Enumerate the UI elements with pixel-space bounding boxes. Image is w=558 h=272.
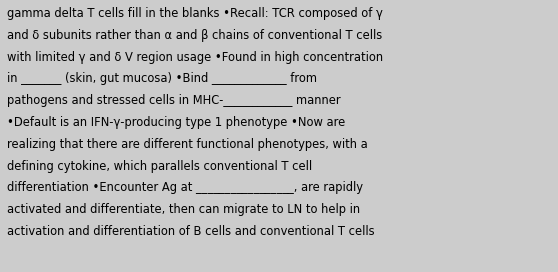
Text: and δ subunits rather than α and β chains of conventional T cells: and δ subunits rather than α and β chain…	[7, 29, 382, 42]
Text: gamma delta T cells fill in the blanks •Recall: TCR composed of γ: gamma delta T cells fill in the blanks •…	[7, 7, 383, 20]
Text: activated and differentiate, then can migrate to LN to help in: activated and differentiate, then can mi…	[7, 203, 360, 216]
Text: realizing that there are different functional phenotypes, with a: realizing that there are different funct…	[7, 138, 368, 151]
Text: with limited γ and δ V region usage •Found in high concentration: with limited γ and δ V region usage •Fou…	[7, 51, 383, 64]
Text: defining cytokine, which parallels conventional T cell: defining cytokine, which parallels conve…	[7, 160, 312, 173]
Text: pathogens and stressed cells in MHC-____________ manner: pathogens and stressed cells in MHC-____…	[7, 94, 340, 107]
Text: in _______ (skin, gut mucosa) •Bind _____________ from: in _______ (skin, gut mucosa) •Bind ____…	[7, 72, 317, 85]
Text: differentiation •Encounter Ag at _________________, are rapidly: differentiation •Encounter Ag at _______…	[7, 181, 363, 194]
Text: activation and differentiation of B cells and conventional T cells: activation and differentiation of B cell…	[7, 225, 374, 238]
Text: •Default is an IFN-γ-producing type 1 phenotype •Now are: •Default is an IFN-γ-producing type 1 ph…	[7, 116, 345, 129]
